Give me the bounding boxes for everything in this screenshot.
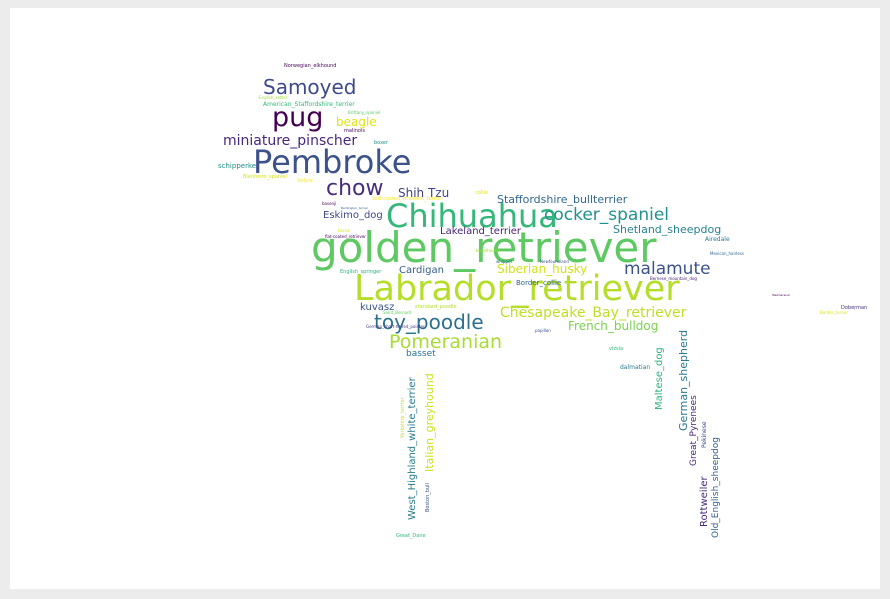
word-toy_poodle: toy_poodle <box>374 310 484 334</box>
word-Mexican_hairless: Mexican_hairless <box>710 251 744 256</box>
word-malinois: malinois <box>344 128 365 134</box>
word-Samoyed: Samoyed <box>263 75 357 99</box>
word-golden_retriever: golden_retriever <box>311 223 657 272</box>
word-Newfoundland: Newfoundland <box>540 259 569 264</box>
word-vizsla: vizsla <box>609 346 624 352</box>
word-American_Staffordshire_terrier: American_Staffordshire_terrier <box>263 101 355 108</box>
word-collie: collie <box>475 190 489 196</box>
word-Saint_Bernard: Saint_Bernard <box>383 310 412 315</box>
word-miniature_pinscher: miniature_pinscher <box>223 133 358 149</box>
word-Boston_bull: Boston_bull <box>425 483 431 512</box>
word-Maltese_dog: Maltese_dog <box>654 347 665 410</box>
word-cocker_spaniel: cocker_spaniel <box>544 205 670 225</box>
word-Siberian_husky: Siberian_husky <box>497 262 588 276</box>
word-basset: basset <box>406 349 436 359</box>
word-Weimaraner: Weimaraner <box>772 293 791 297</box>
word-Shih_Tzu: Shih Tzu <box>398 186 450 200</box>
word-Lakeland_terrier: Lakeland_terrier <box>440 226 522 237</box>
word-Chihuahua: Chihuahua <box>386 197 558 235</box>
word-pug: pug <box>272 102 324 133</box>
word-cloud-canvas: golden_retriever Labrador_retriever Chih… <box>10 8 880 589</box>
word-West_Highland_white_terrier: West_Highland_white_terrier <box>407 377 418 520</box>
word-Pekinese: Pekinese <box>701 421 708 448</box>
word-Labrador_retriever: Labrador_retriever <box>354 269 680 309</box>
word-Norwegian_elkhound: Norwegian_elkhound <box>284 63 337 69</box>
word-Border_terrier: Border_terrier <box>820 310 848 315</box>
word-kuvasz: kuvasz <box>360 302 395 313</box>
word-Airedale: Airedale <box>705 236 730 243</box>
word-Bernese_mountain_dog: Bernese_mountain_dog <box>650 276 697 281</box>
word-soft_coated_wheaten_terrier: soft-coated_wheaten_terrier <box>372 196 443 202</box>
word-flat_coated_retriever: flat-coated_retriever <box>325 234 366 239</box>
word-standard_poodle: standard_poodle <box>415 304 457 310</box>
word-bloodhound: bloodhound <box>476 248 500 253</box>
word-Pomeranian: Pomeranian <box>389 331 503 353</box>
word-beagle: beagle <box>336 115 377 129</box>
word-chow: chow <box>326 176 384 201</box>
word-Yorkshire_terrier: Yorkshire_terrier <box>400 397 406 438</box>
word-Rottweiler: Rottweiler <box>699 476 710 527</box>
word-schipperke: schipperke <box>218 162 257 170</box>
word-Cardigan: Cardigan <box>399 265 444 276</box>
word-basenji: basenji <box>322 201 337 206</box>
word-Chesapeake_Bay_retriever: Chesapeake_Bay_retriever <box>500 305 687 321</box>
word-Brittany_spaniel: Brittany_spaniel <box>348 110 381 115</box>
word-Doberman: Doberman <box>841 305 868 311</box>
word-boxer: boxer <box>374 140 389 146</box>
word-papillon: papillon <box>535 328 551 333</box>
word-kelpie: kelpie <box>298 178 313 184</box>
word-whippet: whippet <box>496 259 513 264</box>
word-English_setter: English_setter <box>259 95 288 100</box>
word-Pembroke: Pembroke <box>253 143 412 181</box>
word-Bedlington_terrier: Bedlington_terrier <box>341 206 369 210</box>
word-Old_English_sheepdog: Old_English_sheepdog <box>711 437 721 538</box>
word-Shetland_sheepdog: Shetland_sheepdog <box>613 223 722 236</box>
word-English_springer: English_springer <box>340 269 382 275</box>
word-French_bulldog: French_bulldog <box>568 319 659 333</box>
word-Italian_greyhound: Italian_greyhound <box>423 373 436 472</box>
word-dalmatian: dalmatian <box>620 364 651 371</box>
word-Staffordshire_bullterrier: Staffordshire_bullterrier <box>497 193 628 206</box>
word-Border_collie: Border_collie <box>516 279 562 287</box>
word-malamute: malamute <box>624 259 711 279</box>
word-Blenheim_spaniel: Blenheim_spaniel <box>243 174 287 180</box>
word-Great_Dane: Great_Dane <box>396 533 426 539</box>
word-Eskimo_dog: Eskimo_dog <box>323 210 383 221</box>
word-German_short_haired_pointer: German_short-haired_pointer <box>366 324 425 329</box>
word-German_shepherd: German_shepherd <box>677 329 690 431</box>
word-borzoi: borzoi <box>338 228 351 233</box>
word-Great_Pyrenees: Great_Pyrenees <box>689 395 699 466</box>
